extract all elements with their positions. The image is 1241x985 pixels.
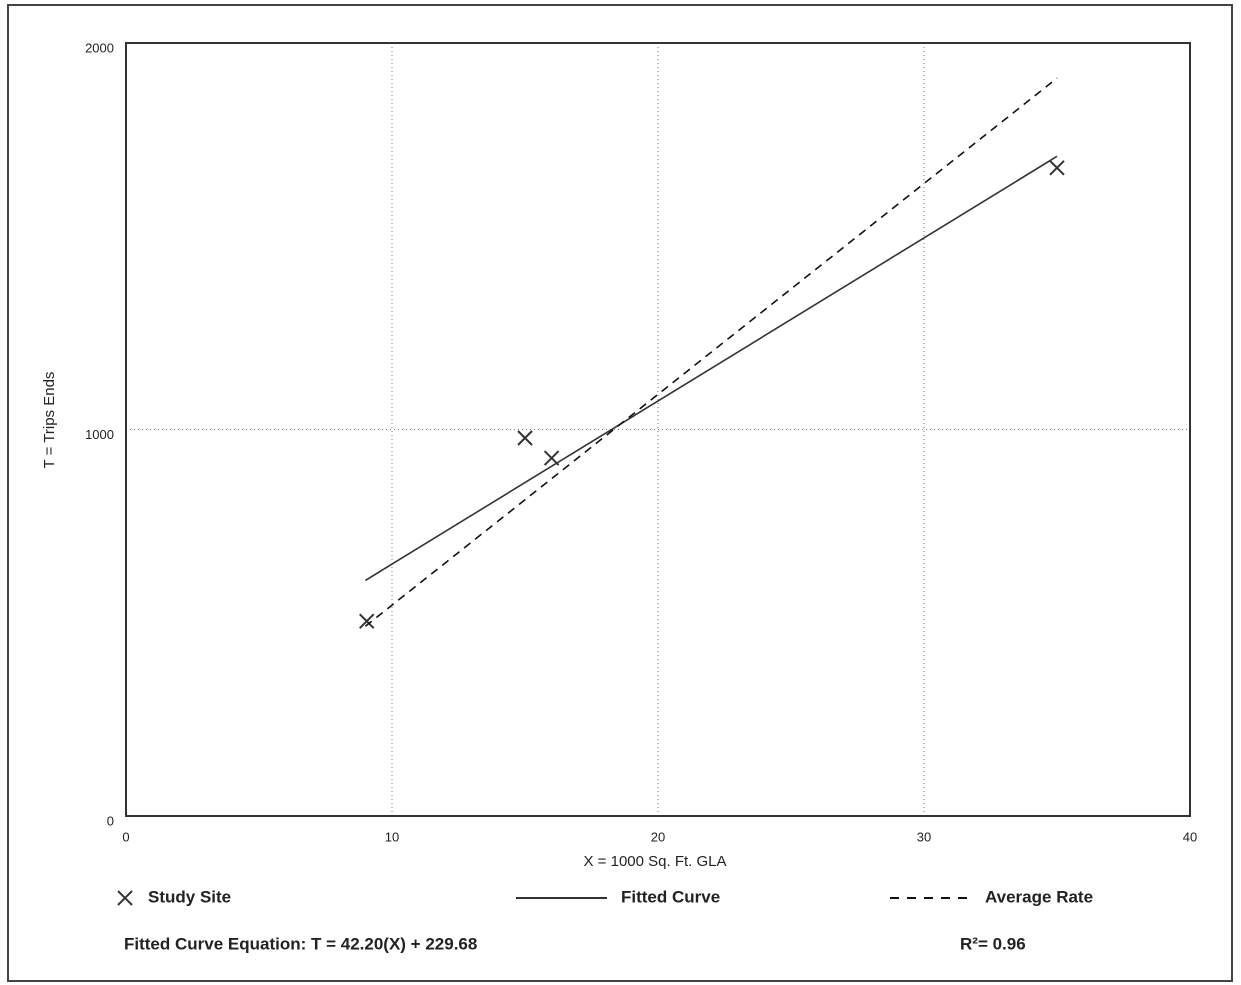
line-series [364,77,1058,627]
x-tick-label: 30 [917,829,931,844]
legend-marker [117,890,133,906]
legend-label: Fitted Curve [621,887,720,906]
equation: Fitted Curve Equation: T = 42.20(X) + 22… [124,934,477,953]
x-axis-label: X = 1000 Sq. Ft. GLA [584,853,727,870]
outer-frame [7,4,1233,982]
plot-frame [125,42,1191,817]
x-tick-label: 40 [1183,829,1197,844]
marker-stroke [359,613,375,629]
marker-stroke [1049,160,1065,176]
x-tick-label: 0 [122,829,129,844]
y-tick-label: 0 [107,813,114,828]
x-tick-label: 20 [651,829,665,844]
y-tick-label: 1000 [85,427,114,442]
r-squared: R²= 0.96 [960,934,1026,953]
data-point [1049,160,1065,176]
marker-stroke [517,430,533,446]
marker-stroke [117,890,133,906]
data-point [359,613,375,629]
line-series [364,155,1058,582]
legend-label: Average Rate [985,887,1093,906]
y-axis-label: T = Trips Ends [41,372,58,469]
y-tick-label: 2000 [85,40,114,55]
legend-label: Study Site [148,887,231,906]
x-tick-label: 10 [385,829,399,844]
marker-stroke [543,450,560,466]
data-point [517,430,533,446]
